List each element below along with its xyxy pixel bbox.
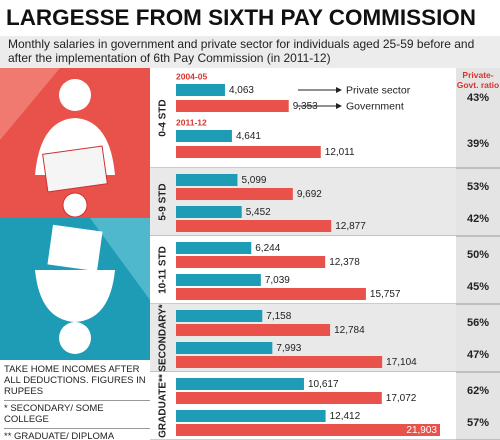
bar — [176, 242, 252, 254]
bar — [176, 356, 383, 368]
bar — [176, 130, 232, 142]
note: ** GRADUATE/ DIPLOMA — [4, 428, 150, 440]
value-label: 5,099 — [241, 175, 266, 186]
subtitle-box: Monthly salaries in government and priva… — [8, 37, 475, 65]
illustration — [0, 68, 150, 360]
value-label: 7,158 — [266, 311, 291, 322]
illustration-shade — [90, 218, 150, 300]
bar — [176, 288, 366, 300]
ratio-label: 57% — [467, 417, 489, 429]
bar — [176, 342, 273, 354]
bar — [176, 100, 289, 112]
title-band — [0, 0, 500, 36]
bar — [176, 220, 332, 232]
bar — [176, 324, 331, 336]
ratio-label: 62% — [467, 385, 489, 397]
chart-subtitle: Monthly salaries in government and priva… — [8, 37, 475, 65]
bar — [176, 410, 326, 422]
value-label: 12,877 — [335, 221, 366, 232]
bar — [176, 188, 293, 200]
ratio-header: Private-Govt. ratio — [456, 70, 500, 90]
bar — [176, 378, 304, 390]
bar — [176, 146, 321, 158]
value-label: 17,104 — [386, 357, 417, 368]
person-head — [59, 322, 91, 354]
ratio-label: 56% — [467, 317, 489, 329]
legend-entry: Private sector — [346, 84, 411, 96]
value-label: 7,039 — [265, 275, 290, 286]
group-label: 10-11 STD — [158, 246, 169, 294]
value-label: 12,378 — [329, 257, 360, 268]
value-label: 9,353 — [293, 101, 318, 112]
value-label: 4,641 — [236, 131, 261, 142]
ratio-label: 45% — [467, 281, 489, 293]
bar — [176, 256, 326, 268]
value-label: 17,072 — [386, 393, 417, 404]
bar — [176, 424, 440, 436]
bar — [176, 310, 263, 322]
period-label: 2011-12 — [176, 117, 207, 127]
period-label: 2004-05 — [176, 71, 207, 81]
bar — [176, 84, 225, 96]
value-label: 7,993 — [276, 343, 301, 354]
legend-arrowhead — [336, 87, 342, 93]
ratio-label: 47% — [467, 349, 489, 361]
ratio-column — [456, 68, 500, 440]
bar — [176, 174, 238, 186]
value-label: 10,617 — [308, 379, 339, 390]
id-card — [42, 145, 108, 193]
bar — [176, 206, 242, 218]
bar — [176, 392, 382, 404]
ratio-label: 43% — [467, 92, 489, 104]
person-body — [35, 270, 115, 322]
value-label: 9,692 — [297, 189, 322, 200]
notes-box: TAKE HOME INCOMES AFTER ALL DEDUCTIONS. … — [4, 364, 150, 440]
ratio-label: 42% — [467, 213, 489, 225]
document — [47, 224, 103, 272]
value-label: 15,757 — [370, 289, 401, 300]
value-label: 6,244 — [255, 243, 280, 254]
value-label: 12,412 — [330, 411, 361, 422]
ratio-header-box: Private-Govt. ratio — [456, 70, 500, 90]
value-label: 12,011 — [325, 147, 355, 158]
value-label: 4,063 — [229, 85, 254, 96]
ratio-label: 50% — [467, 249, 489, 261]
coin — [62, 192, 88, 218]
group-label: 0-4 STD — [158, 99, 169, 136]
person-head — [59, 79, 91, 111]
ratio-label: 53% — [467, 181, 489, 193]
value-label: 12,784 — [334, 325, 365, 336]
value-label: 5,452 — [246, 207, 271, 218]
legend-arrowhead — [336, 103, 342, 109]
group-label: 5-9 STD — [158, 183, 169, 220]
legend-entry: Government — [346, 100, 404, 112]
bar — [176, 274, 261, 286]
group-label: GRADUATE** — [158, 374, 169, 438]
value-label: 21,903 — [406, 425, 437, 436]
note: TAKE HOME INCOMES AFTER ALL DEDUCTIONS. … — [4, 364, 146, 397]
group-label: SECONDARY* — [158, 304, 169, 372]
ratio-label: 39% — [467, 138, 489, 150]
illustration-shade — [0, 68, 60, 140]
chart-title: LARGESSE FROM SIXTH PAY COMMISSION — [6, 5, 476, 30]
subtitle-band — [0, 36, 500, 68]
note: * SECONDARY/ SOME COLLEGE — [4, 400, 150, 425]
